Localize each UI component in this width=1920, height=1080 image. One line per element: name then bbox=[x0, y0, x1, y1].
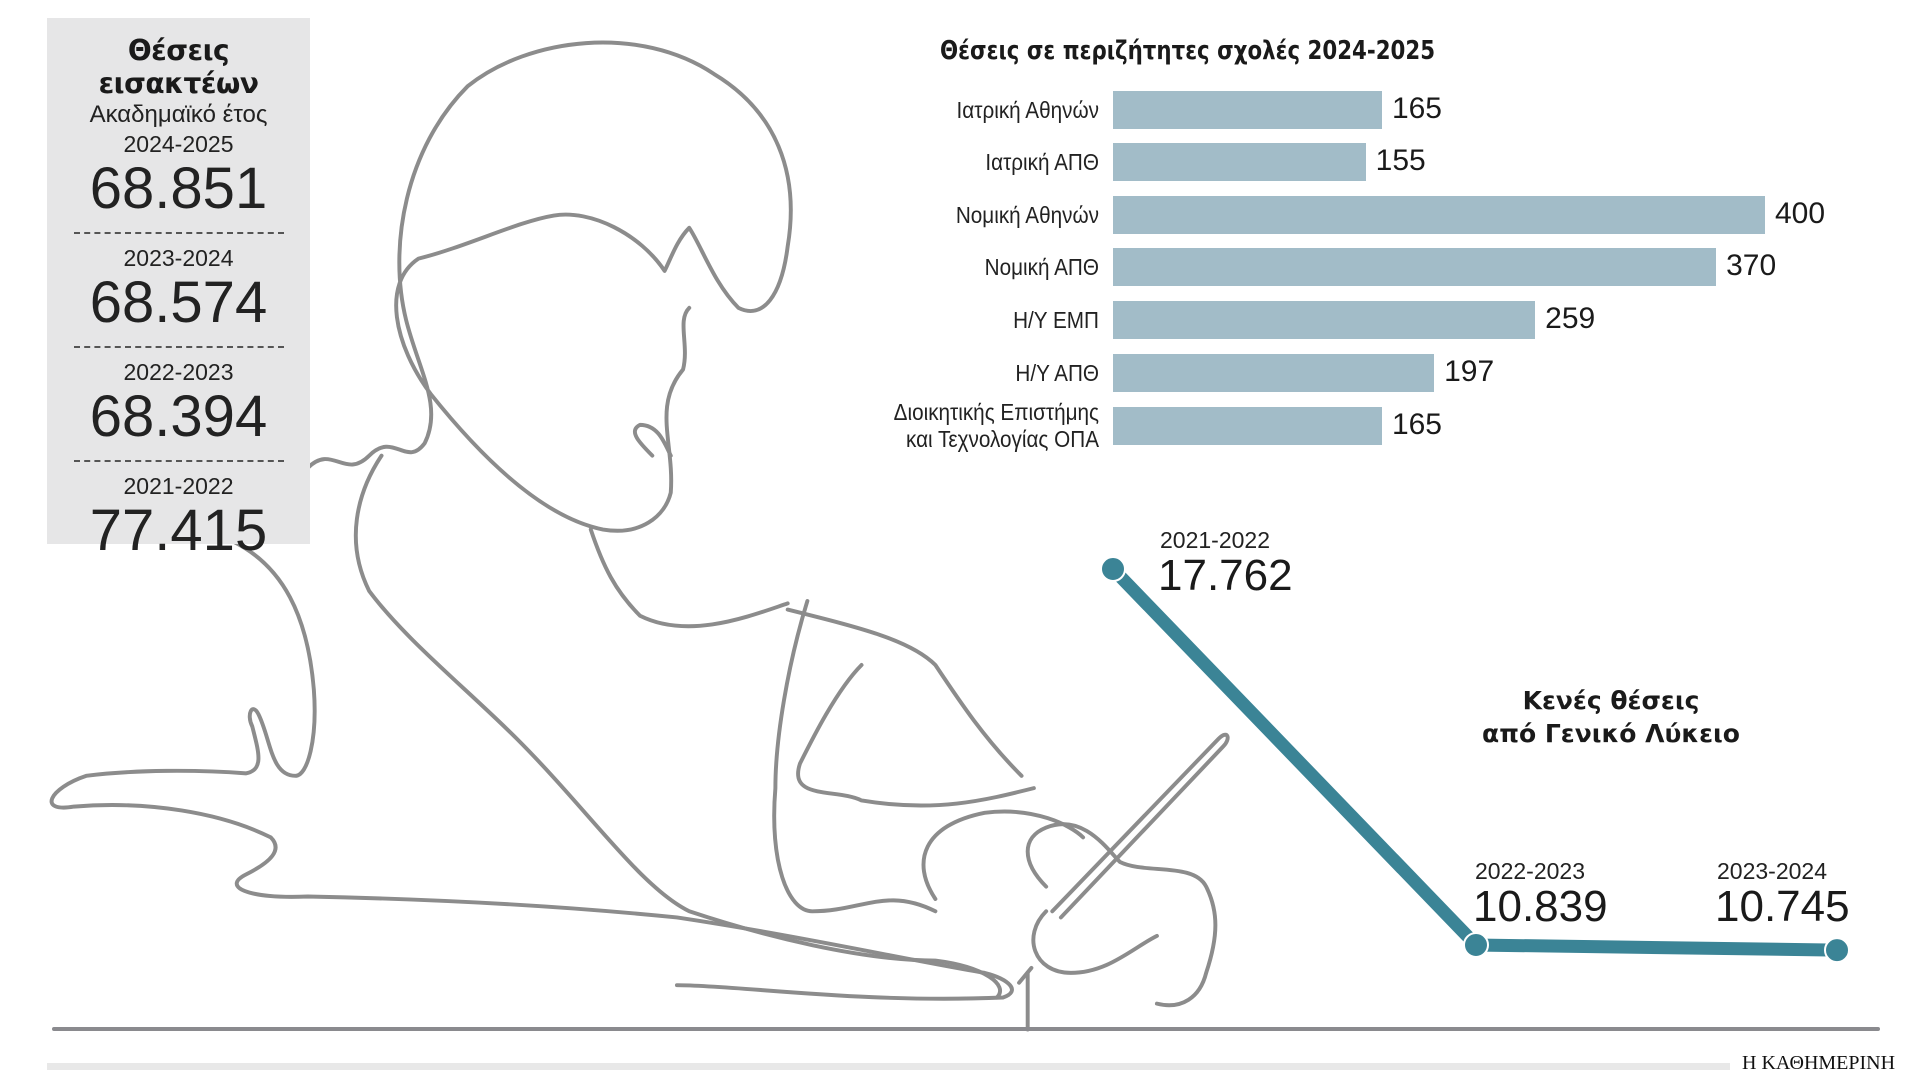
admissions-panel: Θέσεις εισακτέων Ακαδημαϊκό έτος 2024-20… bbox=[47, 18, 310, 562]
bar-value-label: 155 bbox=[1375, 144, 1426, 177]
panel-title: Θέσεις εισακτέων bbox=[98, 34, 259, 100]
point-year-label: 2021-2022 bbox=[1160, 527, 1270, 553]
bar bbox=[1113, 407, 1382, 445]
bar-chart-title: Θέσεις σε περιζήτητες σχολές 2024-2025 bbox=[940, 36, 1436, 66]
footer-rule bbox=[47, 1063, 1730, 1070]
line-point bbox=[1463, 932, 1489, 958]
bar-value-label: 197 bbox=[1444, 355, 1495, 388]
bar bbox=[1113, 143, 1366, 181]
entry-value: 68.851 bbox=[89, 156, 268, 221]
bar-value-label: 400 bbox=[1775, 197, 1826, 230]
bar-label: Η/Υ ΑΠΘ bbox=[1015, 359, 1099, 386]
entry-year: 2022-2023 bbox=[123, 359, 234, 385]
panel-subtitle: Ακαδημαϊκό έτος bbox=[89, 101, 268, 128]
entry-year: 2021-2022 bbox=[123, 473, 234, 499]
divider bbox=[73, 460, 284, 462]
line-point bbox=[1100, 556, 1126, 582]
bar-label: Ιατρική ΑΠΘ bbox=[985, 148, 1099, 175]
line-title-line: Κενές θέσεις bbox=[1522, 686, 1700, 715]
entry-year: 2024-2025 bbox=[123, 131, 234, 157]
line-title-line: από Γενικό Λύκειο bbox=[1482, 719, 1740, 748]
point-value-label: 10.745 bbox=[1715, 882, 1850, 931]
entry-value: 77.415 bbox=[89, 498, 268, 563]
line-point bbox=[1824, 937, 1850, 964]
bar-label: Νομική Αθηνών bbox=[955, 201, 1099, 228]
bar-label: Νομική ΑΠΘ bbox=[984, 253, 1099, 280]
bar-label: Η/Υ ΕΜΠ bbox=[1013, 306, 1099, 333]
bar bbox=[1113, 196, 1765, 234]
line-chart-title: Κενές θέσεις από Γενικό Λύκειο bbox=[1461, 684, 1761, 750]
ground-line bbox=[52, 1027, 1880, 1031]
bar-value-label: 259 bbox=[1545, 302, 1596, 335]
bar-value-label: 165 bbox=[1391, 408, 1442, 441]
bar-label: Ιατρική Αθηνών bbox=[956, 96, 1099, 123]
entry-value: 68.394 bbox=[89, 384, 268, 449]
bar-label: Διοικητικής Επιστήμης και Τεχνολογίας ΟΠ… bbox=[893, 399, 1099, 452]
bar bbox=[1113, 248, 1717, 286]
divider bbox=[73, 346, 284, 348]
point-value-label: 10.839 bbox=[1473, 882, 1608, 931]
bar bbox=[1113, 301, 1536, 339]
bar-value-label: 165 bbox=[1391, 92, 1442, 125]
bar bbox=[1113, 354, 1435, 392]
point-year-label: 2023-2024 bbox=[1717, 858, 1827, 884]
brand-logo: Η ΚΑΘΗΜΕΡΙΝΗ bbox=[1742, 1052, 1896, 1074]
divider bbox=[73, 232, 284, 234]
point-year-label: 2022-2023 bbox=[1475, 858, 1585, 884]
point-value-label: 17.762 bbox=[1158, 551, 1293, 600]
bar-value-label: 370 bbox=[1726, 249, 1777, 282]
entry-value: 68.574 bbox=[89, 270, 268, 335]
bar bbox=[1113, 91, 1382, 129]
entry-year: 2023-2024 bbox=[123, 245, 234, 271]
